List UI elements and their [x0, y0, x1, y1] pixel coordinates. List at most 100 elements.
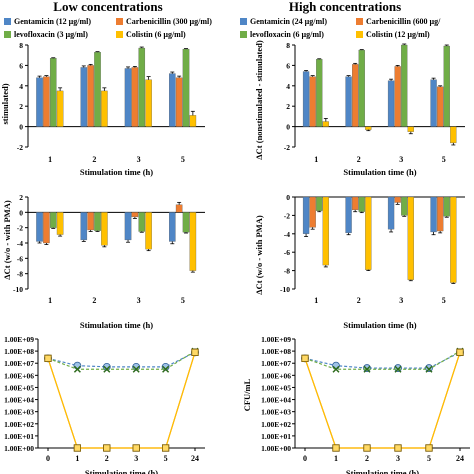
- y-tick-label: 1.00E+08: [261, 347, 291, 356]
- x-tick-label: 5: [181, 155, 185, 164]
- x-axis-label: Stimulation time (h): [346, 468, 419, 474]
- y-tick-label: -10: [280, 285, 290, 294]
- x-tick-label: 5: [442, 155, 446, 164]
- bar-colistin: [145, 212, 152, 250]
- y-tick-label: 1.00E+03: [261, 408, 291, 417]
- y-tick-label: 2: [19, 193, 23, 202]
- bar-carbenicillin: [175, 77, 183, 127]
- y-tick-label: 2: [19, 102, 23, 111]
- bar-carbenicillin: [43, 76, 50, 127]
- series-line-carbenicillin: [304, 352, 461, 449]
- series-line-levofloxacin: [47, 350, 196, 370]
- bar-colistin: [322, 196, 329, 266]
- point-colistin: [73, 444, 81, 452]
- point-gentamicin: [102, 362, 111, 371]
- y-tick-label: -8: [17, 270, 23, 279]
- bar-carbenicillin: [437, 196, 444, 232]
- y-axis-label: ΔCt (w/o - with PMA): [254, 215, 264, 295]
- x-tick-label: 3: [134, 454, 138, 463]
- bar-carbenicillin: [87, 65, 94, 127]
- x-tick-label: 2: [92, 155, 96, 164]
- bar-levofloxacin: [358, 196, 365, 212]
- y-tick-label: 1.00E+03: [4, 408, 34, 417]
- y-tick-label: 8: [19, 41, 23, 50]
- bar-gentamicin: [430, 196, 437, 233]
- x-axis-label: Stimulation time (h): [85, 468, 158, 474]
- x-axis-label: Stimulation time (h): [80, 320, 153, 330]
- point-colistin: [44, 354, 52, 362]
- bar-carbenicillin: [437, 86, 444, 127]
- bar-levofloxacin: [49, 58, 57, 127]
- bar-carbenicillin: [394, 66, 401, 127]
- x-tick-label: 2: [357, 296, 361, 305]
- y-tick-label: 2: [286, 102, 290, 111]
- x-tick-label: 2: [92, 296, 96, 305]
- legend-label-carbenicillin: Carbenicillin (300 µg/ml): [126, 17, 212, 26]
- bar-colistin: [101, 212, 108, 246]
- point-colistin: [161, 444, 170, 452]
- right-title: High concentrations: [289, 0, 401, 14]
- x-tick-label: 0: [46, 454, 50, 463]
- bar-levofloxacin: [401, 44, 408, 127]
- x-tick-label: 1: [48, 155, 52, 164]
- y-axis-label: CFU/mL: [242, 378, 252, 411]
- x-tick-label: 0: [303, 454, 307, 463]
- y-tick-label: 1.00E+09: [261, 335, 291, 344]
- point-levofloxacin: [162, 365, 170, 373]
- legend-swatch-levofloxacin: [240, 31, 247, 38]
- point-levofloxacin: [73, 365, 81, 373]
- legend-swatch-carbenicillin: [356, 18, 363, 25]
- series-line-gentamicin: [47, 351, 196, 368]
- y-tick-label: 1.00E+02: [4, 420, 34, 429]
- bar-levofloxacin: [401, 196, 408, 216]
- x-axis-label: Stimulation time (h): [80, 167, 153, 177]
- bar-levofloxacin: [138, 47, 146, 127]
- legend-label-gentamicin: Gentamicin (24 µg/ml): [250, 17, 327, 26]
- bar-gentamicin: [36, 77, 43, 127]
- y-tick-label: 1.00E+05: [4, 383, 34, 392]
- bar-colistin: [407, 126, 414, 132]
- legend-label-levofloxacin: levofloxacin (6 µg/ml): [250, 30, 324, 39]
- x-tick-label: 24: [191, 454, 199, 463]
- y-tick-label: 8: [286, 41, 290, 50]
- y-tick-label: 1.00E+01: [4, 432, 34, 441]
- y-tick-label: -2: [17, 224, 23, 233]
- x-axis-label: Stimulation time (h): [343, 167, 416, 177]
- bar-colistin: [365, 196, 372, 270]
- x-tick-label: 1: [75, 454, 79, 463]
- y-axis-label: stimulated): [0, 83, 10, 124]
- x-tick-label: 5: [427, 454, 431, 463]
- y-tick-label: -2: [17, 143, 23, 152]
- bar-levofloxacin: [49, 212, 57, 228]
- point-gentamicin: [363, 364, 371, 372]
- point-levofloxacin: [332, 365, 340, 373]
- bar-gentamicin: [345, 76, 352, 127]
- point-colistin: [425, 444, 433, 452]
- legend-label-carbenicillin: Carbenicillin (600 µg/: [366, 17, 441, 26]
- x-tick-label: 3: [137, 296, 141, 305]
- point-gentamicin: [425, 364, 433, 372]
- x-tick-label: 5: [164, 454, 168, 463]
- x-tick-label: 3: [137, 155, 141, 164]
- bar-levofloxacin: [316, 59, 323, 127]
- x-tick-label: 3: [396, 454, 400, 463]
- y-tick-label: 4: [286, 82, 290, 91]
- bar-carbenicillin: [309, 76, 316, 127]
- point-levofloxacin: [425, 365, 433, 373]
- y-tick-label: 1.00E+05: [261, 383, 291, 392]
- y-axis-label: ΔCt (nonstimulated - stimulated): [254, 40, 264, 160]
- x-tick-label: 1: [334, 454, 338, 463]
- bar-gentamicin: [169, 73, 176, 127]
- legend-label-levofloxacin: levofloxacin (3 µg/ml): [14, 30, 88, 39]
- y-tick-label: 1.00E+06: [261, 371, 291, 380]
- bar-gentamicin: [80, 212, 88, 241]
- y-tick-label: 1.00E+01: [261, 432, 291, 441]
- bar-gentamicin: [345, 196, 352, 234]
- bar-carbenicillin: [352, 64, 359, 127]
- y-tick-label: 0: [19, 208, 23, 217]
- y-tick-label: -4: [17, 239, 23, 248]
- bar-levofloxacin: [316, 196, 323, 211]
- bar-colistin: [322, 121, 329, 127]
- bar-gentamicin: [302, 71, 310, 127]
